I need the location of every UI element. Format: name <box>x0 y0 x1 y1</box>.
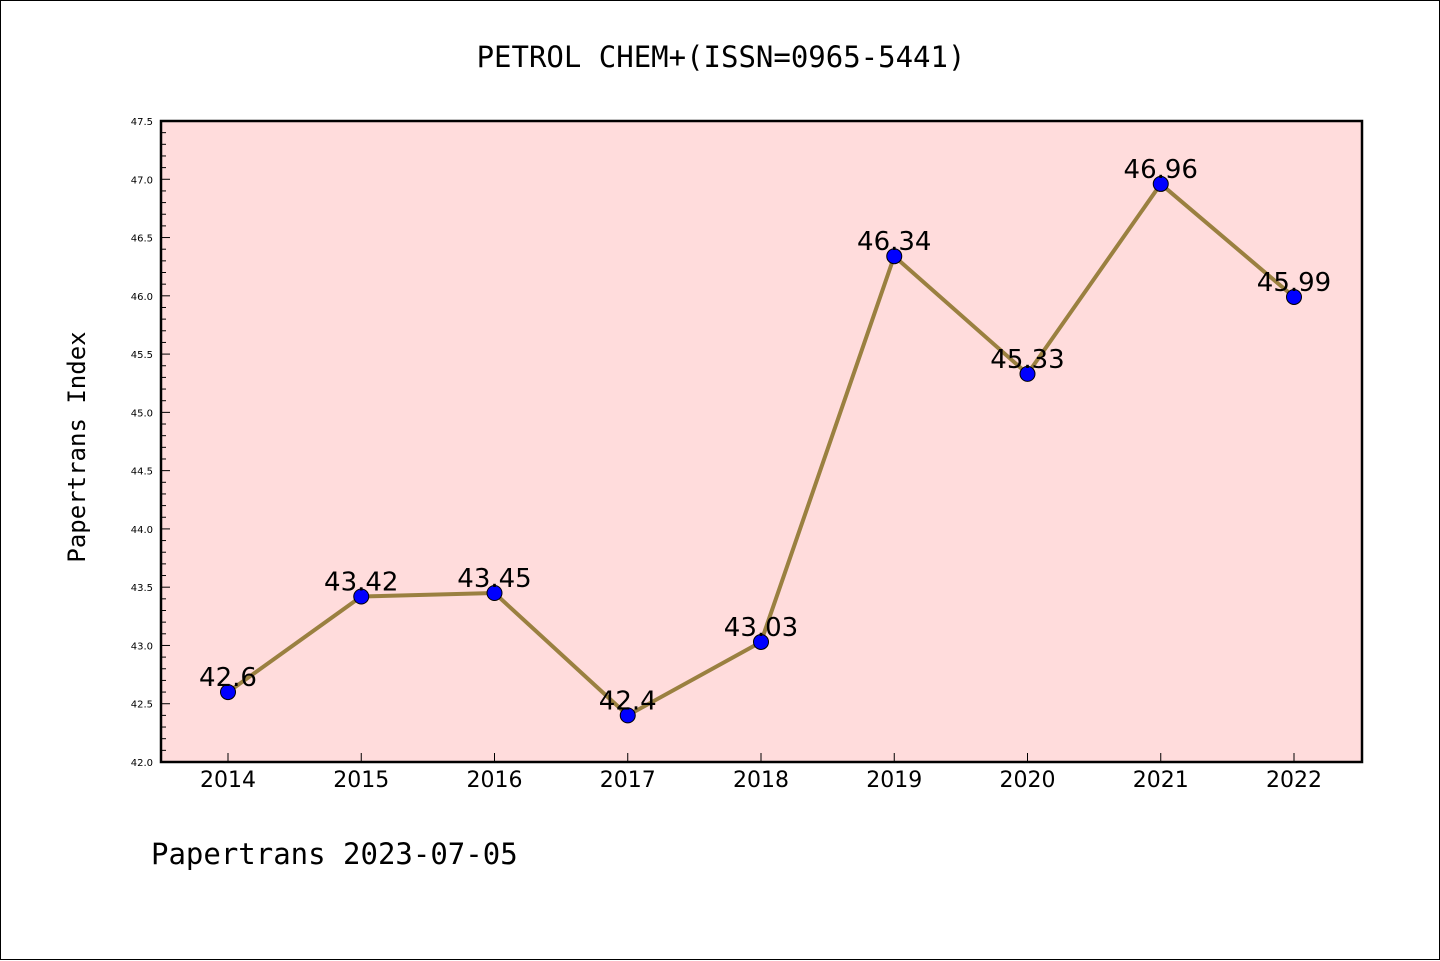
data-label-2019: 46.34 <box>857 227 931 257</box>
x-tick-label: 2022 <box>1266 768 1322 793</box>
x-tick-label: 2015 <box>333 768 389 793</box>
y-tick-label: 42.5 <box>131 700 153 711</box>
x-tick-label: 2019 <box>866 768 922 793</box>
y-axis-label: Papertrans Index <box>63 331 91 562</box>
y-tick-label: 42.0 <box>131 758 153 769</box>
y-tick-label: 46.5 <box>131 234 153 245</box>
data-label-2020: 45.33 <box>990 345 1064 375</box>
data-point-2019 <box>886 248 903 265</box>
data-label-2015: 43.42 <box>324 568 398 598</box>
y-tick-label: 45.0 <box>131 408 153 419</box>
data-point-2022 <box>1286 288 1302 305</box>
data-point-2020 <box>1019 365 1036 382</box>
data-label-2021: 46.96 <box>1124 155 1198 185</box>
data-point-2015 <box>353 588 370 605</box>
y-tick-label: 44.0 <box>131 525 153 536</box>
y-tick-label: 44.5 <box>131 467 153 478</box>
y-tick-label: 47.5 <box>131 117 153 128</box>
data-label-2022: 45.99 <box>1257 268 1331 298</box>
data-point-2017 <box>619 707 636 724</box>
footer-date: Papertrans 2023-07-05 <box>151 837 518 871</box>
data-point-2021 <box>1152 175 1169 192</box>
data-labels: 42.6 43.42 43.45 42.4 43.03 46.34 45.33 46.96 45… <box>199 155 1331 716</box>
y-tick-label: 47.0 <box>131 175 153 186</box>
data-label-2017: 42.4 <box>599 686 657 716</box>
data-label-2018: 43.03 <box>724 613 798 643</box>
y-tick-label: 43.5 <box>131 583 153 594</box>
data-label-2016: 43.45 <box>457 564 531 594</box>
data-point-2018 <box>753 633 769 650</box>
plot-area <box>159 119 1364 764</box>
y-tick-label: 43.0 <box>131 641 153 652</box>
x-tick-label: 2021 <box>1133 768 1189 793</box>
y-axis-ticks: 42.0 42.5 43.0 43.5 44.0 44.5 45.0 45.5 46.0 46.5… <box>131 117 170 769</box>
data-point-2014 <box>220 684 236 701</box>
x-tick-label: 2014 <box>200 768 256 793</box>
x-axis-ticks: 2014 2015 2016 2017 2018 2019 2020 2021 2022 <box>200 753 1322 793</box>
y-tick-label: 45.5 <box>131 350 153 361</box>
data-label-2014: 42.6 <box>199 663 257 693</box>
x-tick-label: 2017 <box>600 768 656 793</box>
data-markers <box>220 175 1302 724</box>
x-tick-label: 2016 <box>467 768 523 793</box>
data-point-2016 <box>486 585 503 602</box>
x-tick-label: 2018 <box>733 768 789 793</box>
y-tick-label: 46.0 <box>131 292 153 303</box>
chart-title: PETROL CHEM+(ISSN=0965-5441) <box>477 40 966 74</box>
x-tick-label: 2020 <box>1000 768 1056 793</box>
